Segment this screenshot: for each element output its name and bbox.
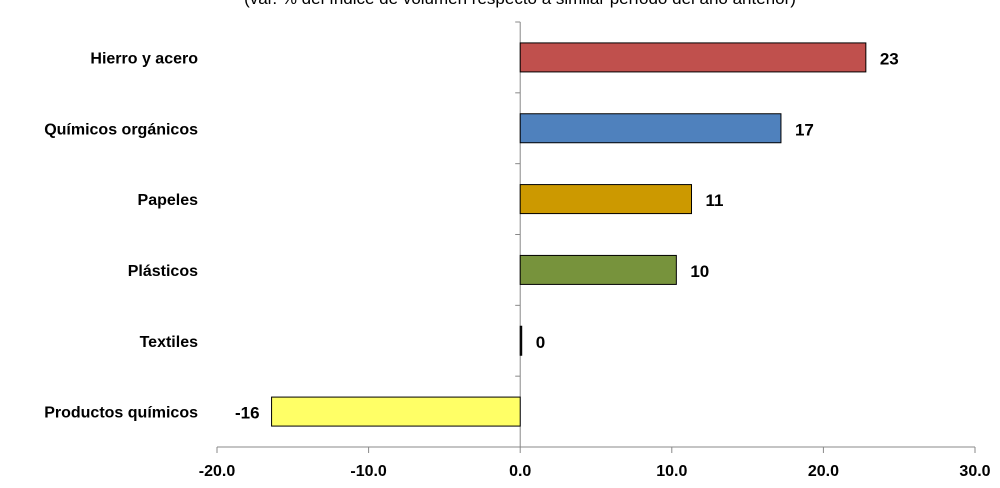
x-tick-label: 20.0	[808, 463, 839, 480]
category-label: Plásticos	[128, 263, 198, 280]
y-axis	[515, 21, 521, 448]
x-axis	[216, 446, 976, 453]
x-tick-label: 10.0	[656, 463, 687, 480]
category-label: Textiles	[140, 334, 199, 351]
data-label: 17	[795, 120, 814, 139]
category-labels: Hierro y acero Químicos orgánicos Papeles P…	[44, 50, 198, 421]
bar	[519, 184, 693, 215]
bar	[519, 113, 782, 144]
bar	[519, 325, 523, 356]
bar	[271, 396, 521, 427]
category-label: Químicos orgánicos	[44, 121, 198, 138]
data-label: -16	[235, 404, 260, 423]
category-label: Papeles	[138, 192, 199, 209]
x-tick-label: 0.0	[509, 463, 531, 480]
category-label: Productos químicos	[44, 405, 198, 422]
chart-subtitle: (var. % del índice de volumen respecto a…	[244, 0, 796, 8]
bar	[519, 42, 867, 73]
data-labels: 23 17 11 10 0 -16	[235, 49, 899, 422]
data-label: 11	[706, 191, 724, 210]
bar	[519, 254, 677, 285]
category-label: Hierro y acero	[90, 50, 198, 67]
data-label: 0	[536, 333, 545, 352]
x-tick-label: -10.0	[350, 463, 387, 480]
x-tick-label: -20.0	[199, 463, 236, 480]
bars-group	[271, 42, 867, 427]
data-label: 23	[880, 49, 899, 68]
x-tick-label: 30.0	[959, 463, 990, 480]
x-tick-labels: -20.0 -10.0 0.0 10.0 20.0 30.0	[199, 463, 991, 480]
data-label: 10	[690, 262, 709, 281]
